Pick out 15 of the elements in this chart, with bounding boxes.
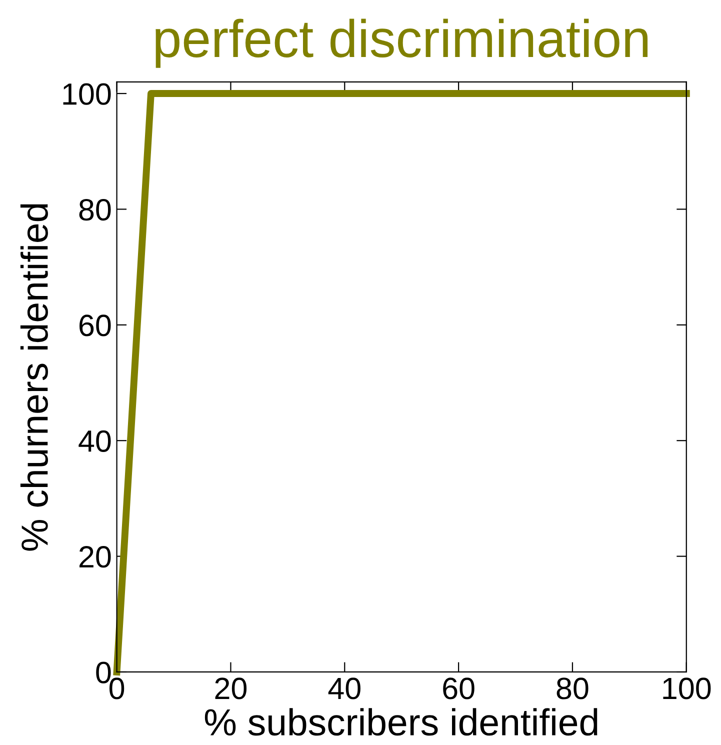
y-tick-label: 40 xyxy=(78,430,111,452)
chart-title: perfect discrimination xyxy=(156,18,648,68)
y-axis-title: % churners identified xyxy=(20,204,48,551)
y-tick-label: 80 xyxy=(79,198,111,221)
x-tick-label: 0 xyxy=(110,678,124,700)
x-tick-label: 100 xyxy=(663,678,711,700)
y-tick-label: 60 xyxy=(80,314,111,336)
y-tick-label: 100 xyxy=(63,83,111,105)
y-tick-label: 20 xyxy=(79,546,111,568)
x-tick-label: 20 xyxy=(215,678,247,700)
x-tick-label: 40 xyxy=(328,678,360,700)
x-tick-label: 60 xyxy=(443,678,474,700)
x-axis-title: % subscribers identified xyxy=(204,708,598,736)
y-tick-label: 0 xyxy=(96,662,111,684)
x-tick-label: 80 xyxy=(556,678,588,700)
